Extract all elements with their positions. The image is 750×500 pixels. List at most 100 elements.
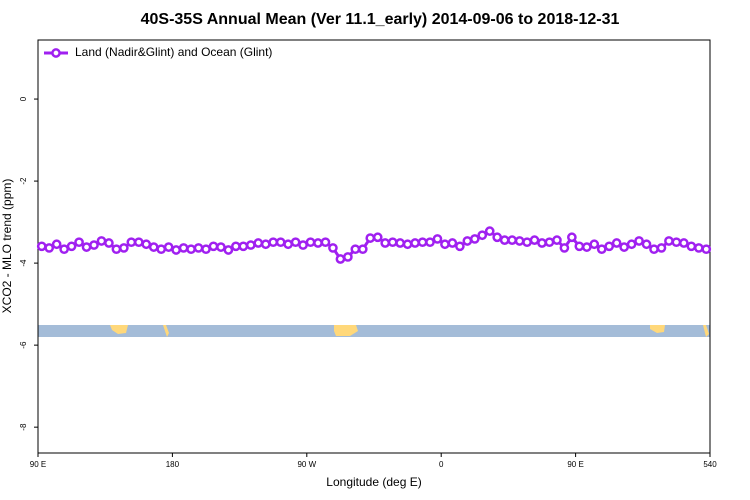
point xyxy=(462,236,473,246)
point xyxy=(365,233,376,243)
point xyxy=(656,243,667,253)
point xyxy=(626,239,637,250)
point xyxy=(634,236,644,246)
point xyxy=(298,240,308,250)
point xyxy=(589,239,600,250)
point xyxy=(514,236,525,246)
point xyxy=(447,238,458,248)
point xyxy=(178,243,189,253)
point xyxy=(380,238,391,248)
y-tick-label: -2 xyxy=(19,177,28,185)
point xyxy=(477,230,488,241)
point xyxy=(417,237,428,248)
y-tick-label: -4 xyxy=(19,259,28,267)
point xyxy=(440,239,450,250)
point xyxy=(567,232,577,243)
point xyxy=(111,244,122,255)
point xyxy=(484,226,495,236)
point xyxy=(522,237,532,248)
y-tick-label: -6 xyxy=(19,341,28,349)
point xyxy=(208,241,219,252)
point xyxy=(36,241,47,252)
x-tick-label: 90 E xyxy=(30,460,46,469)
point xyxy=(275,237,286,248)
point xyxy=(141,239,152,250)
point xyxy=(395,238,405,248)
point xyxy=(283,239,293,250)
point xyxy=(402,239,413,250)
point xyxy=(201,244,211,255)
point xyxy=(559,243,570,253)
point xyxy=(649,244,659,255)
point xyxy=(156,244,167,255)
point xyxy=(664,236,674,246)
point xyxy=(552,235,562,245)
point xyxy=(81,242,92,252)
point xyxy=(193,243,204,253)
point xyxy=(104,238,114,248)
point xyxy=(44,243,55,253)
point xyxy=(313,238,323,248)
point xyxy=(387,237,398,248)
x-tick-label: 540 xyxy=(703,460,717,469)
point xyxy=(74,237,84,248)
point xyxy=(171,245,181,255)
point xyxy=(186,244,196,255)
point xyxy=(619,242,629,252)
point xyxy=(320,237,331,248)
point xyxy=(59,244,69,255)
point xyxy=(507,235,517,245)
point xyxy=(455,241,465,252)
point xyxy=(492,232,503,243)
point xyxy=(96,236,107,246)
point xyxy=(89,240,99,250)
point xyxy=(253,238,264,248)
x-tick-label: 90 E xyxy=(567,460,583,469)
y-tick-label: -8 xyxy=(19,423,28,431)
legend-marker xyxy=(51,48,61,58)
y-axis-label: XCO2 - MLO trend (ppm) xyxy=(0,179,14,314)
legend-label: Land (Nadir&Glint) and Ocean (Glint) xyxy=(75,45,272,59)
chart-title: 40S-35S Annual Mean (Ver 11.1_early) 201… xyxy=(141,11,620,28)
point xyxy=(335,254,346,264)
point xyxy=(119,243,129,253)
point xyxy=(679,238,689,248)
point xyxy=(574,241,585,252)
point xyxy=(693,243,704,253)
point xyxy=(133,237,144,248)
point xyxy=(51,239,62,250)
point xyxy=(148,242,159,252)
point xyxy=(238,241,249,252)
point xyxy=(701,244,712,255)
point xyxy=(126,237,137,248)
point xyxy=(432,234,443,244)
x-tick-label: 90 W xyxy=(297,460,316,469)
x-tick-label: 0 xyxy=(439,460,444,469)
point xyxy=(671,237,682,248)
point xyxy=(581,242,592,252)
point xyxy=(641,239,652,250)
point xyxy=(163,242,174,252)
point xyxy=(469,234,480,244)
point xyxy=(372,232,383,243)
point xyxy=(604,241,615,252)
y-tick-label: 0 xyxy=(19,96,28,101)
point xyxy=(611,238,622,248)
x-tick-label: 180 xyxy=(166,460,180,469)
point xyxy=(529,235,540,245)
point xyxy=(686,241,697,252)
point xyxy=(260,239,271,250)
point xyxy=(544,237,555,248)
point xyxy=(66,241,77,252)
point xyxy=(305,237,316,248)
point xyxy=(328,243,338,253)
point xyxy=(290,237,301,248)
point xyxy=(425,237,435,248)
point xyxy=(499,235,510,245)
point xyxy=(268,237,279,248)
point xyxy=(410,238,420,248)
point xyxy=(537,238,547,248)
point xyxy=(231,241,241,252)
point xyxy=(245,240,256,250)
